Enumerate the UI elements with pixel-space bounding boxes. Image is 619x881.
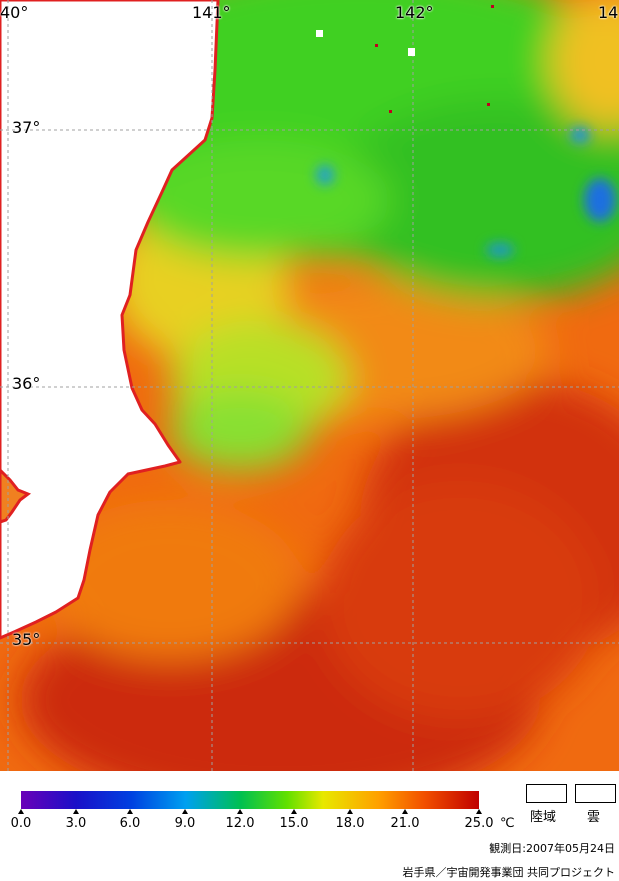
sea-surface-temperature-map — [0, 0, 619, 771]
lon-label-140: 40° — [0, 3, 29, 22]
color-scale-tick-label: 9.0 — [174, 816, 196, 831]
color-scale-tick-label: 25.0 — [464, 816, 494, 831]
color-scale-tick-label: 6.0 — [119, 816, 141, 831]
color-scale-tick-label: 12.0 — [225, 816, 255, 831]
color-scale-tick-mark — [237, 809, 243, 814]
land-peninsula — [0, 467, 32, 524]
color-scale-tick-mark — [127, 809, 133, 814]
color-scale-tick-mark — [73, 809, 79, 814]
cold-patches — [316, 127, 616, 257]
color-scale-tick-label: 18.0 — [335, 816, 365, 831]
lat-label-37: 37° — [12, 118, 41, 137]
color-scale-tick-mark — [347, 809, 353, 814]
color-scale-tick-label: 0.0 — [10, 816, 32, 831]
color-scale-tick-label: 21.0 — [390, 816, 420, 831]
lat-label-35: 35° — [12, 630, 41, 649]
lon-label-142: 142° — [395, 3, 434, 22]
temperature-field — [20, 0, 619, 771]
color-scale-tick-mark — [18, 809, 24, 814]
color-scale-tick-mark — [291, 809, 297, 814]
color-scale-tick-mark — [476, 809, 482, 814]
land-honshu — [0, 0, 220, 640]
temperature-color-scale — [21, 791, 479, 809]
cloud-pixels — [316, 5, 494, 113]
cloud-legend-label: 雲 — [587, 810, 601, 825]
lon-label-141: 141° — [192, 3, 231, 22]
observation-date: 観測日:2007年05月24日 — [489, 842, 615, 855]
color-scale-tick-label: 3.0 — [65, 816, 87, 831]
lat-label-36: 36° — [12, 374, 41, 393]
color-scale-tick-mark — [182, 809, 188, 814]
color-scale-tick-mark — [402, 809, 408, 814]
temperature-unit: ℃ — [500, 816, 515, 831]
cloud-legend-swatch — [575, 784, 616, 803]
lon-label-143: 14 — [598, 3, 619, 22]
color-scale-tick-label: 15.0 — [279, 816, 309, 831]
land-legend-swatch — [526, 784, 567, 803]
land-legend-label: 陸域 — [530, 810, 557, 825]
graticule — [0, 0, 619, 771]
project-credit: 岩手県／宇宙開発事業団 共同プロジェクト — [402, 866, 616, 879]
